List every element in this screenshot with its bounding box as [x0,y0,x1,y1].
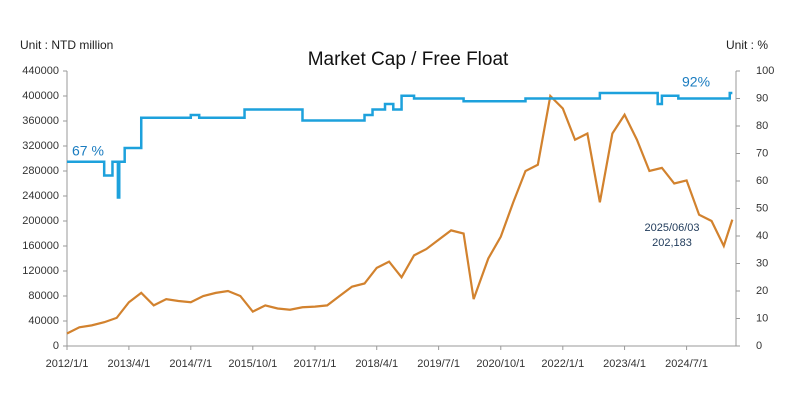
y2-tick-label: 40 [756,230,768,242]
x-tick-label: 2013/4/1 [107,358,150,370]
x-tick-label: 2019/7/1 [417,358,460,370]
y2-tick-label: 50 [756,202,768,214]
y2-tick-label: 90 [756,92,768,104]
y-tick-label: 0 [53,340,59,352]
annotation: 67 % [72,143,104,159]
x-tick-label: 2023/4/1 [603,358,646,370]
y2-tick-label: 30 [756,257,768,269]
y2-tick-label: 20 [756,285,768,297]
y-tick-label: 440000 [22,65,59,77]
annotation: 202,183 [652,237,692,249]
y-tick-label: 240000 [22,190,59,202]
y2-tick-label: 60 [756,175,768,187]
y-tick-label: 320000 [22,140,59,152]
x-tick-label: 2024/7/1 [665,358,708,370]
x-tick-label: 2015/10/1 [228,358,277,370]
y2-tick-label: 10 [756,312,768,324]
series-line [66,93,734,335]
y2-tick-label: 100 [756,65,774,77]
y-unit: Unit : NTD million [20,38,113,52]
x-tick-label: 2014/7/1 [169,358,212,370]
chart-title: Market Cap / Free Float [308,49,509,70]
y-tick-label: 200000 [22,215,59,227]
x-tick-label: 2020/10/1 [476,358,525,370]
annotation: 2025/06/03 [644,222,699,234]
x-tick-label: 2018/4/1 [355,358,398,370]
annotation: 92% [682,74,710,90]
x-tick-label: 2017/1/1 [294,358,337,370]
y-tick-label: 160000 [22,240,59,252]
y2-tick-label: 80 [756,120,768,132]
y-tick-label: 40000 [28,315,59,327]
y-tick-label: 80000 [28,290,59,302]
y-tick-label: 280000 [22,165,59,177]
y2-tick-label: 0 [756,340,762,352]
y-tick-label: 400000 [22,90,59,102]
x-tick-label: 2012/1/1 [46,358,89,370]
series-line [67,91,733,199]
y2-tick-label: 70 [756,147,768,159]
y-tick-label: 120000 [22,265,59,277]
y-tick-label: 360000 [22,115,59,127]
y2-unit: Unit : % [726,38,768,52]
x-tick-label: 2022/1/1 [541,358,584,370]
